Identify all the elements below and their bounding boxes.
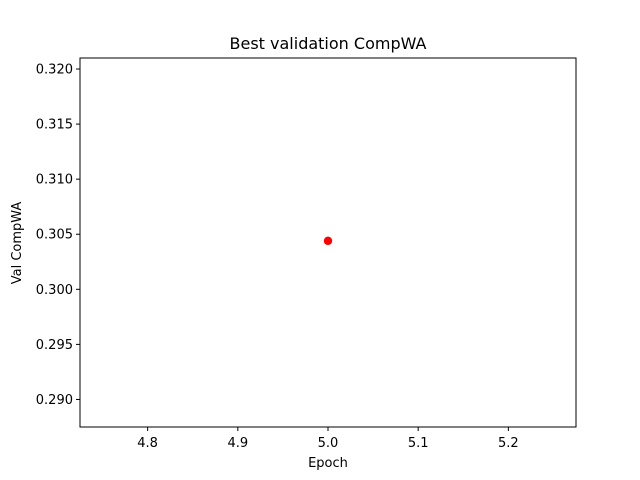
- y-axis-label: Val CompWA: [10, 202, 25, 285]
- x-axis: 4.8 4.9 5.0 5.1 5.2: [137, 427, 519, 451]
- y-tick-label: 0.320: [36, 63, 73, 78]
- x-tick-label: 5.0: [318, 436, 339, 451]
- x-tick-label: 5.2: [498, 436, 519, 451]
- chart-title: Best validation CompWA: [230, 34, 427, 53]
- x-tick-label: 4.9: [227, 436, 248, 451]
- y-tick-label: 0.305: [36, 228, 73, 243]
- y-tick-label: 0.310: [36, 173, 73, 188]
- data-point: [323, 236, 333, 246]
- x-tick-label: 4.8: [137, 436, 158, 451]
- data-points: [323, 236, 333, 246]
- y-tick-label: 0.295: [36, 338, 73, 353]
- y-tick-label: 0.315: [36, 118, 73, 133]
- y-tick-label: 0.300: [36, 283, 73, 298]
- y-axis: 0.290 0.295 0.300 0.305 0.310 0.315 0.320: [36, 63, 80, 408]
- x-tick-label: 5.1: [408, 436, 429, 451]
- y-tick-label: 0.290: [36, 393, 73, 408]
- x-axis-label: Epoch: [308, 456, 348, 471]
